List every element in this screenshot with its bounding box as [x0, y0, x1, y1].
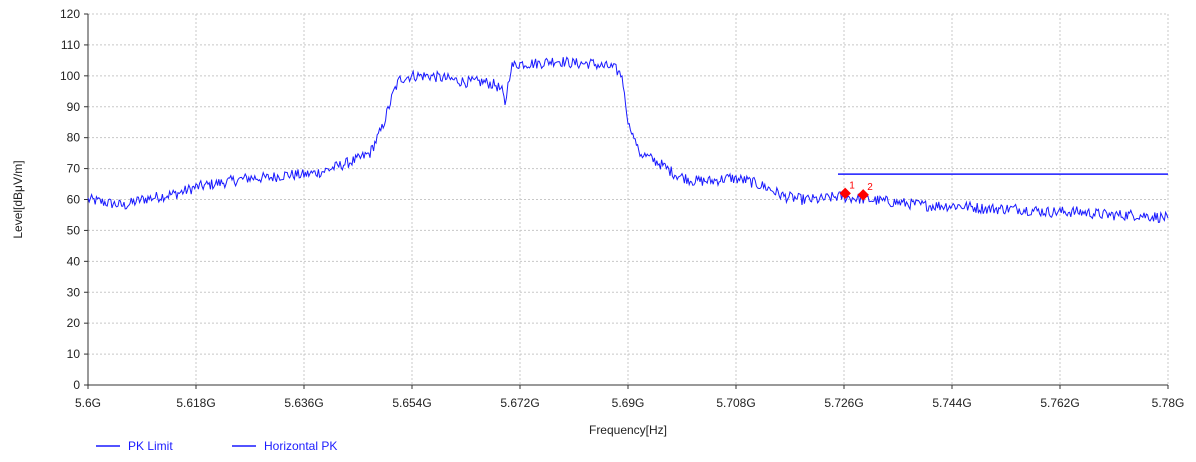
y-tick-label: 40: [67, 254, 81, 268]
legend-label: PK Limit: [128, 439, 173, 453]
x-tick-label: 5.69G: [612, 396, 645, 410]
marker-2-label: 2: [867, 182, 873, 193]
y-tick-label: 100: [60, 69, 80, 83]
x-tick-label: 5.654G: [392, 396, 431, 410]
y-tick-label: 10: [67, 347, 81, 361]
x-tick-label: 5.636G: [284, 396, 323, 410]
x-tick-label: 5.744G: [932, 396, 971, 410]
y-tick-label: 90: [67, 100, 81, 114]
horizontal-pk-trace: [87, 56, 1169, 224]
legend: PK Limit Horizontal PK: [96, 439, 337, 453]
y-tick-label: 50: [67, 223, 81, 237]
y-tick-label: 0: [73, 378, 80, 392]
x-axis-title: Frequency[Hz]: [589, 423, 667, 437]
x-tick-labels: 5.6G 5.618G 5.636G 5.654G 5.672G 5.69G 5.708G 5…: [75, 396, 1184, 410]
x-tick-label: 5.6G: [75, 396, 101, 410]
marker-1-diamond: [839, 187, 851, 200]
marker-2-diamond: [857, 189, 869, 201]
x-tick-label: 5.78G: [1152, 396, 1185, 410]
y-tick-label: 110: [61, 38, 80, 52]
y-tick-labels: 0 10 20 30 40 50 60 70 80 90 100 110 120: [60, 7, 80, 392]
x-tick-label: 5.672G: [500, 396, 539, 410]
y-axis-title: Level[dBμV/m]: [11, 160, 25, 238]
legend-label: Horizontal PK: [264, 439, 337, 453]
y-tick-label: 120: [60, 7, 80, 21]
y-tick-label: 80: [67, 131, 81, 145]
y-tick-label: 70: [67, 162, 81, 176]
marker-1-label: 1: [849, 180, 855, 191]
y-tick-label: 30: [67, 285, 81, 299]
y-tick-label: 60: [67, 193, 81, 207]
x-tick-label: 5.618G: [176, 396, 215, 410]
grid-lines: [88, 13, 1169, 385]
y-tick-label: 20: [67, 316, 81, 330]
axes: [84, 13, 1169, 389]
series-lines: [87, 56, 1169, 224]
x-tick-label: 5.762G: [1040, 396, 1079, 410]
x-tick-label: 5.726G: [824, 396, 863, 410]
x-tick-label: 5.708G: [716, 396, 755, 410]
